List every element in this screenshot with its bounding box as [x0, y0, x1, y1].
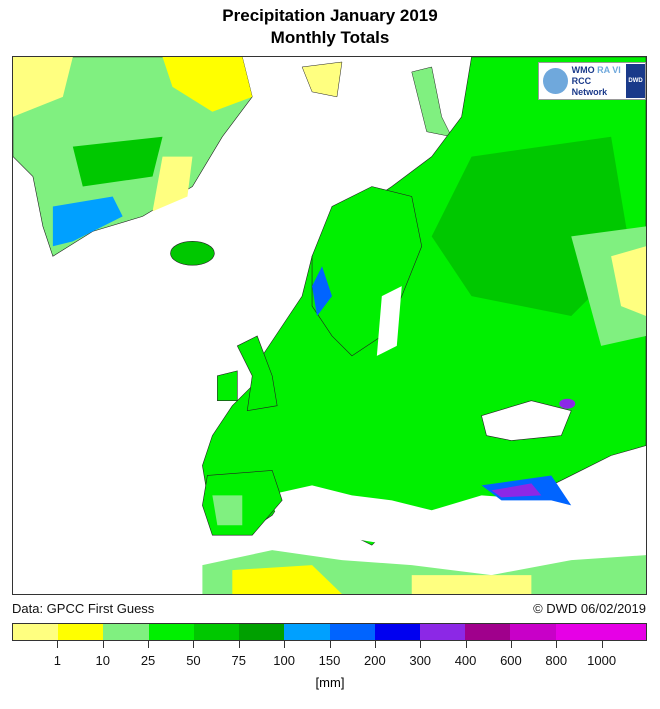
legend-swatch: [13, 624, 59, 640]
legend-tick: [465, 641, 467, 648]
legend-label: 300: [409, 653, 432, 668]
mediterranean-sea: [267, 485, 572, 556]
legend-swatch: [329, 624, 375, 640]
scandinavia: [311, 186, 423, 357]
logo-network-text: RCC Network: [571, 75, 608, 97]
legend-swatch: [239, 624, 285, 640]
legend-tick: [57, 641, 59, 648]
legend-swatch: [374, 624, 420, 640]
legend-tick: [102, 641, 104, 648]
legend-tick: [556, 641, 558, 648]
color-legend: [12, 623, 647, 641]
legend-tick: [601, 641, 603, 648]
legend-swatch: [465, 624, 511, 640]
legend-label: 400: [454, 653, 477, 668]
great-britain: [236, 335, 278, 412]
legend-label: 150: [318, 653, 341, 668]
legend-tick: [374, 641, 376, 648]
legend-tick: [420, 641, 422, 648]
legend-tick: [238, 641, 240, 648]
legend-swatch: [193, 624, 240, 640]
legend-swatch: [419, 624, 466, 640]
legend-label: 800: [545, 653, 568, 668]
iceland: [170, 241, 215, 266]
map-title: Precipitation January 2019: [222, 6, 438, 25]
europe-precipitation-map: [12, 56, 647, 595]
legend-tick: [193, 641, 195, 648]
legend-label: 100: [273, 653, 295, 668]
data-source: Data: GPCC First Guess: [12, 601, 155, 616]
copyright-credit: © DWD 06/02/2019: [533, 601, 646, 616]
map-subtitle: Monthly Totals: [270, 28, 390, 47]
wmo-rcc-logo: WMO RA VI RCC Network DWD: [538, 62, 646, 100]
legend-tick: [148, 641, 150, 648]
legend-swatch: [510, 624, 556, 640]
legend-label: 10: [95, 653, 110, 668]
legend-swatch: [600, 624, 647, 640]
legend-label: 600: [500, 653, 522, 668]
wmo-globe-icon: [543, 68, 568, 94]
legend-unit: [mm]: [315, 675, 345, 690]
legend-label: 75: [231, 653, 247, 668]
legend-swatch: [284, 624, 330, 640]
dwd-logo-icon: DWD: [626, 64, 645, 98]
dwd-badge-text: DWD: [628, 78, 643, 84]
legend-swatch: [555, 624, 601, 640]
legend-tick: [510, 641, 512, 648]
legend-swatch: [148, 624, 194, 640]
logo-ra-text: RA VI: [597, 64, 621, 75]
legend-label: 25: [140, 653, 156, 668]
logo-wmo-text: WMO: [571, 64, 595, 75]
legend-tick: [284, 641, 286, 648]
legend-tick: [329, 641, 331, 648]
legend-label: 1000: [587, 653, 617, 668]
legend-label: 200: [363, 653, 386, 668]
legend-swatch: [58, 624, 104, 640]
legend-label: 1: [53, 653, 61, 668]
legend-swatch: [103, 624, 149, 640]
legend-label: 50: [186, 653, 201, 668]
ireland: [217, 370, 238, 402]
black-sea: [481, 400, 572, 441]
